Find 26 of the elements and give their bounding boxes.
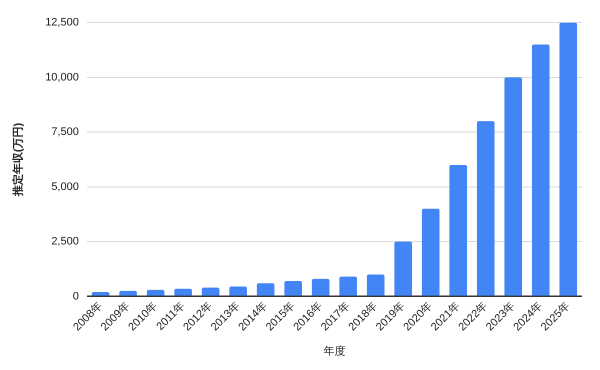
bar bbox=[366, 274, 384, 296]
bar bbox=[92, 292, 110, 296]
bar bbox=[174, 288, 192, 296]
bar bbox=[202, 288, 220, 296]
bar bbox=[146, 290, 164, 296]
bar bbox=[504, 77, 522, 296]
bar bbox=[449, 164, 468, 296]
y-tick-label: 5,000 bbox=[51, 180, 79, 193]
bar bbox=[394, 242, 412, 296]
bar bbox=[119, 290, 137, 296]
y-axis-title: 推定年収(万円) bbox=[12, 122, 25, 198]
bar bbox=[532, 44, 550, 296]
y-tick-label: 0 bbox=[72, 290, 79, 302]
y-tick-label: 7,500 bbox=[51, 126, 79, 138]
x-axis-title: 年度 bbox=[323, 344, 346, 358]
bar bbox=[229, 286, 247, 296]
y-tick-label: 12,500 bbox=[45, 16, 79, 29]
bar bbox=[312, 278, 330, 296]
bar bbox=[559, 22, 578, 296]
bar bbox=[256, 283, 274, 296]
bar bbox=[284, 281, 302, 296]
y-tick-label: 2,500 bbox=[51, 236, 79, 248]
y-tick-label: 10,000 bbox=[45, 71, 79, 84]
bar bbox=[476, 121, 495, 296]
bar bbox=[339, 276, 357, 296]
bar bbox=[422, 208, 440, 296]
